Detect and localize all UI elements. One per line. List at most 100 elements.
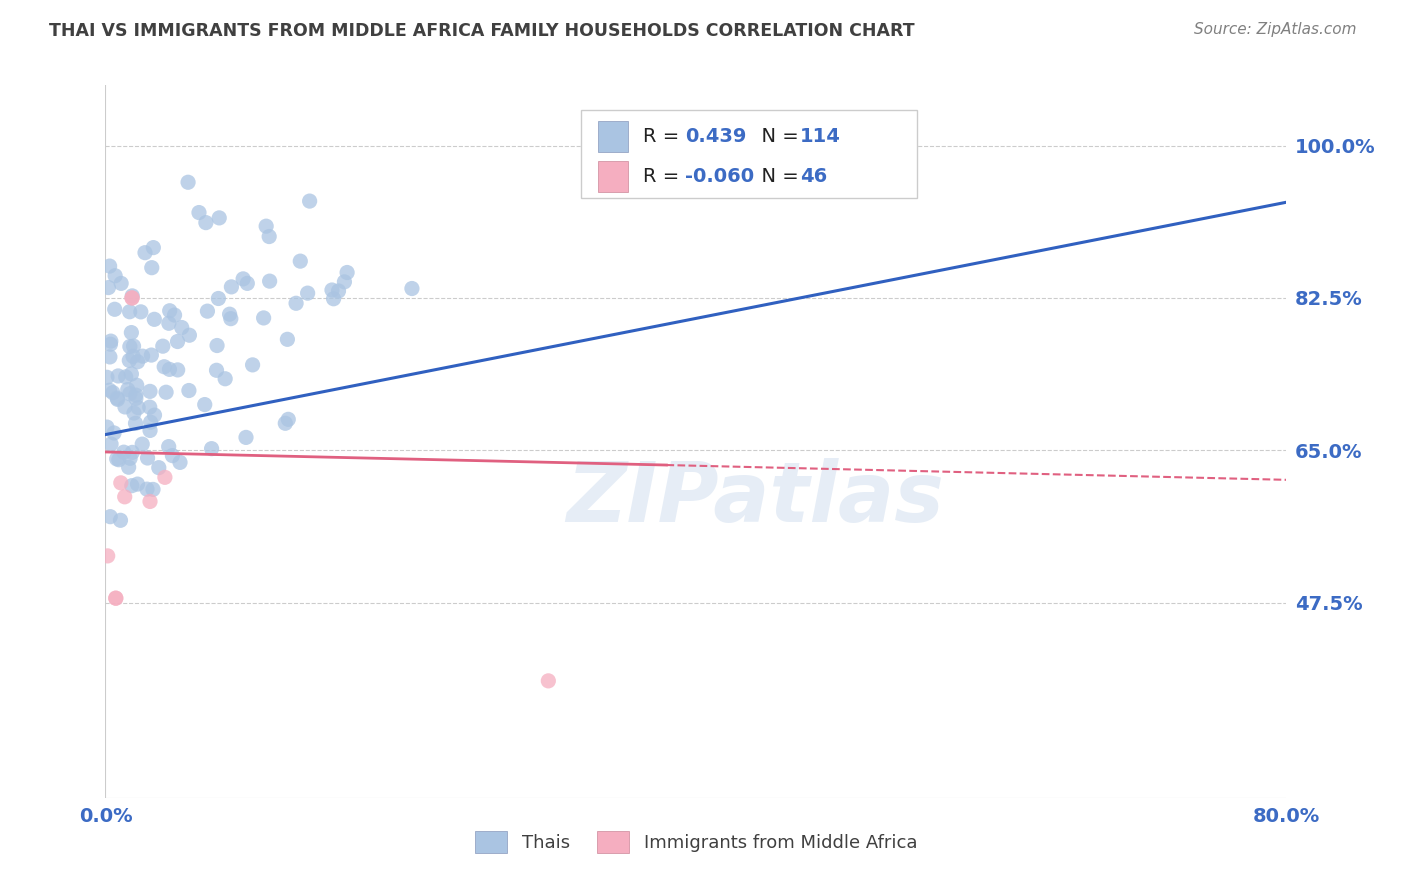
- Point: [101, 385, 124, 400]
- Point: [194, 216, 217, 230]
- Point: [322, 292, 344, 306]
- Point: [114, 370, 136, 384]
- Point: [139, 415, 162, 429]
- Point: [108, 452, 131, 467]
- Point: [96, 420, 118, 434]
- Point: [142, 241, 165, 255]
- Text: N =: N =: [749, 127, 806, 146]
- Point: [290, 254, 312, 268]
- Point: [127, 477, 149, 491]
- Point: [122, 406, 145, 420]
- Point: [208, 211, 231, 225]
- Text: R =: R =: [643, 167, 685, 186]
- Point: [97, 549, 120, 563]
- Point: [166, 363, 188, 377]
- Point: [159, 303, 181, 318]
- Point: [141, 348, 163, 362]
- Point: [114, 490, 136, 504]
- Point: [100, 437, 122, 451]
- Point: [219, 311, 242, 326]
- Point: [110, 475, 132, 490]
- Point: [157, 440, 180, 454]
- Text: -0.060: -0.060: [685, 167, 754, 186]
- Point: [118, 353, 141, 368]
- Point: [276, 332, 298, 346]
- Point: [232, 272, 254, 286]
- Point: [136, 450, 159, 465]
- Point: [98, 509, 121, 524]
- Point: [104, 268, 127, 283]
- Point: [136, 482, 159, 496]
- Point: [236, 277, 259, 291]
- Point: [159, 362, 181, 376]
- Point: [114, 400, 136, 414]
- Point: [148, 460, 170, 475]
- Point: [205, 363, 228, 377]
- Point: [121, 291, 143, 305]
- Point: [122, 339, 145, 353]
- Point: [118, 304, 141, 318]
- Point: [218, 307, 240, 321]
- Text: 114: 114: [800, 127, 841, 146]
- Point: [125, 388, 148, 402]
- Point: [112, 445, 135, 459]
- Point: [139, 400, 162, 414]
- Point: [197, 304, 219, 318]
- Point: [163, 308, 186, 322]
- Point: [122, 350, 145, 364]
- Point: [153, 470, 176, 484]
- Point: [328, 284, 350, 298]
- Legend: Thais, Immigrants from Middle Africa: Thais, Immigrants from Middle Africa: [467, 824, 925, 861]
- Point: [105, 391, 128, 405]
- Point: [118, 339, 141, 353]
- Point: [110, 513, 132, 527]
- Point: [121, 289, 143, 303]
- Point: [127, 355, 149, 369]
- Point: [179, 328, 201, 343]
- Point: [169, 455, 191, 469]
- Point: [118, 386, 141, 401]
- Text: R =: R =: [643, 127, 685, 146]
- Point: [152, 339, 174, 353]
- Point: [333, 275, 356, 289]
- Point: [254, 219, 277, 234]
- Point: [170, 320, 193, 334]
- Point: [141, 260, 163, 275]
- Point: [127, 401, 149, 415]
- Text: THAI VS IMMIGRANTS FROM MIDDLE AFRICA FAMILY HOUSEHOLDS CORRELATION CHART: THAI VS IMMIGRANTS FROM MIDDLE AFRICA FA…: [49, 22, 915, 40]
- Point: [242, 358, 264, 372]
- Point: [125, 378, 148, 392]
- Point: [143, 312, 166, 326]
- Point: [630, 121, 652, 136]
- Point: [157, 316, 180, 330]
- Point: [134, 245, 156, 260]
- Point: [139, 494, 162, 508]
- Point: [98, 383, 121, 397]
- Point: [129, 305, 152, 319]
- Point: [139, 384, 162, 399]
- Point: [205, 338, 228, 352]
- Point: [235, 430, 257, 444]
- Point: [139, 424, 162, 438]
- Point: [100, 337, 122, 351]
- Point: [207, 292, 229, 306]
- Point: [274, 417, 297, 431]
- Point: [131, 349, 153, 363]
- Point: [121, 478, 143, 492]
- Text: 46: 46: [800, 167, 827, 186]
- Point: [194, 398, 217, 412]
- Point: [177, 175, 200, 189]
- Point: [143, 408, 166, 422]
- Point: [200, 442, 222, 456]
- Point: [214, 372, 236, 386]
- Point: [110, 277, 132, 291]
- Point: [97, 280, 120, 294]
- Point: [298, 194, 321, 208]
- Point: [257, 229, 280, 244]
- Point: [252, 310, 274, 325]
- Point: [336, 266, 359, 280]
- Text: Source: ZipAtlas.com: Source: ZipAtlas.com: [1194, 22, 1357, 37]
- Point: [125, 392, 148, 406]
- Point: [401, 281, 423, 295]
- Point: [259, 274, 281, 288]
